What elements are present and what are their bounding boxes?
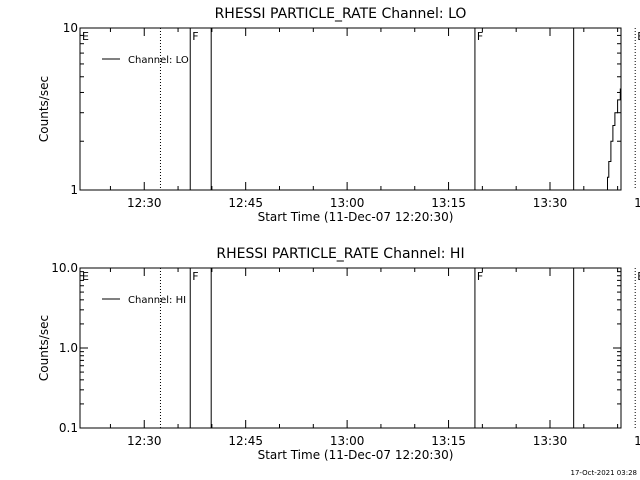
event-marker-label: F [477,30,483,43]
x-tick-label: 13:15 [431,434,466,448]
x-tick-label: 13:45 [634,434,640,448]
plot-frame [79,267,622,429]
event-marker-label: E [82,270,89,283]
x-axis-label: Start Time (11-Dec-07 12:20:30) [258,448,454,462]
plot-frame [79,27,622,191]
legend-entry: Channel: HI [128,295,186,306]
x-tick-label: 12:30 [127,196,162,210]
hi-channel-panel: RHESSI PARTICLE_RATE Channel: HI Start Ti… [37,246,640,462]
event-marker-label: E [637,270,640,283]
y-axis-label: Counts/sec [37,315,51,381]
chart-title: RHESSI PARTICLE_RATE Channel: HI [216,246,464,262]
y-tick-label: 10.0 [51,261,78,275]
event-marker-label: F [477,270,483,283]
event-marker-label: F [192,270,198,283]
chart-title: RHESSI PARTICLE_RATE Channel: LO [215,6,467,22]
y-tick-label: 10 [63,21,78,35]
x-tick-label: 13:30 [533,196,568,210]
y-tick-label: 0.1 [59,421,78,435]
event-marker-label: E [637,30,640,43]
x-tick-label: 13:00 [330,434,365,448]
x-tick-label: 13:30 [533,434,568,448]
x-tick-label: 12:45 [228,196,263,210]
legend-entry: Channel: LO [128,55,189,66]
x-tick-label: 13:15 [431,196,466,210]
x-tick-label: 13:45 [634,196,640,210]
footer-timestamp: 17-Oct-2021 03:28 [571,469,637,477]
x-tick-label: 13:00 [330,196,365,210]
x-tick-label: 12:30 [127,434,162,448]
series-line [606,40,622,191]
y-axis-label: Counts/sec [37,76,51,142]
x-tick-label: 12:45 [228,434,263,448]
lo-channel-panel: RHESSI PARTICLE_RATE Channel: LO Start Ti… [37,6,640,224]
x-axis-label: Start Time (11-Dec-07 12:20:30) [258,210,454,224]
y-tick-label: 1 [70,183,78,197]
event-marker-label: E [82,30,89,43]
event-marker-label: F [192,30,198,43]
y-tick-label: 1.0 [59,341,78,355]
